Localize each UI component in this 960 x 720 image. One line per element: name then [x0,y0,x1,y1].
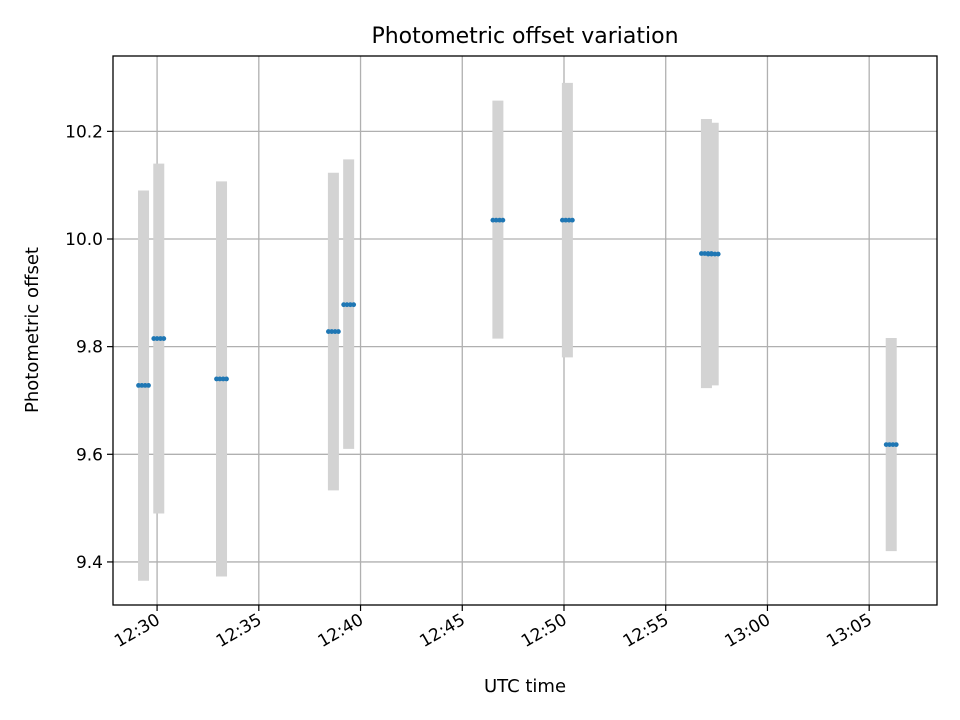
plot-frame [112,55,938,606]
data-point [715,251,721,257]
x-tick-label: 13:00 [722,610,774,652]
chart-title: Photometric offset variation [371,24,678,49]
data-point [344,302,350,308]
data-point [893,442,899,448]
data-point [214,376,219,382]
data-point [146,383,151,388]
x-axis-ticks: 12:30 12:35 12:40 12:45 12:50 12:55 13:00 13:05 [111,605,876,652]
x-tick-label: 12:40 [315,610,367,652]
data-point [705,251,711,257]
data-point [500,217,506,223]
grid-lines [113,56,937,605]
data-point [493,217,499,223]
data-point [220,376,226,382]
data-point [883,442,889,448]
x-tick-label: 12:30 [111,610,163,652]
data-point [217,376,223,382]
data-point [154,336,160,341]
data-point [569,217,575,223]
x-tick-label: 13:05 [823,610,875,652]
data-point [139,383,145,388]
data-point [224,376,229,382]
data-point [712,251,718,257]
data-point [559,217,565,223]
y-tick-label: 9.4 [76,553,103,573]
data-markers [136,217,899,448]
data-point [336,329,341,334]
data-point [142,383,148,388]
data-point [563,217,569,223]
error-bars [138,82,897,581]
data-point [326,329,331,334]
data-point [341,302,347,308]
x-axis-label: UTC time [484,676,566,697]
data-point [887,442,892,448]
y-tick-label: 10.0 [65,230,103,250]
data-point [497,217,502,223]
data-point [329,329,335,334]
x-tick-label: 12:55 [620,610,672,652]
y-tick-label: 9.8 [76,338,103,358]
data-point [347,302,353,308]
data-point [890,442,896,448]
data-point [699,251,704,256]
data-point [709,251,714,257]
data-point [151,336,157,341]
y-tick-label: 9.6 [76,445,103,465]
data-point [490,217,496,223]
data-point [332,329,338,334]
x-tick-label: 12:50 [518,610,570,652]
data-point [566,217,572,223]
data-point [158,336,163,341]
y-axis-label: Photometric offset [22,247,43,413]
data-point [351,302,357,308]
x-tick-label: 12:45 [416,610,468,652]
data-point [136,383,141,388]
y-tick-label: 10.2 [65,122,103,142]
y-axis-ticks: 9.4 9.6 9.8 10.0 10.2 [65,122,113,573]
x-tick-label: 12:35 [213,610,265,652]
data-point [161,336,167,341]
